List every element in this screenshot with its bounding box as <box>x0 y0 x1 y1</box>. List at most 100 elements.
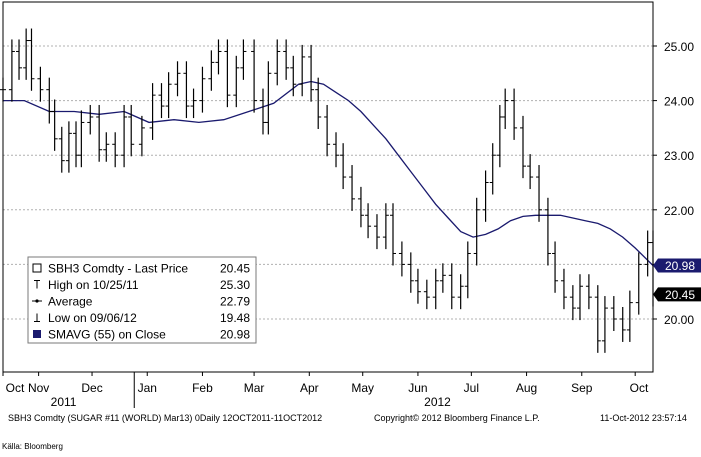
price-bar <box>439 263 446 293</box>
price-bar <box>448 263 455 310</box>
plot-frame <box>2 1 654 373</box>
price-bar <box>128 104 135 157</box>
price-bar <box>23 28 30 80</box>
legend-value: 20.45 <box>220 262 250 276</box>
price-bar <box>357 186 364 228</box>
y-tick-label: 22.00 <box>664 204 694 218</box>
price-bar <box>78 110 85 168</box>
x-year-label: 2012 <box>424 395 451 409</box>
legend-box <box>27 256 257 344</box>
legend: SBH3 Comdty - Last Price 20.45 High on 10/… <box>27 256 257 344</box>
price-bar <box>390 203 396 266</box>
price-bar <box>174 61 181 97</box>
price-bar <box>233 55 240 108</box>
price-bar <box>432 268 439 310</box>
y-tick-label: 20.00 <box>664 313 694 327</box>
price-bar <box>594 285 601 353</box>
price-bar <box>324 104 331 157</box>
x-tick-label: Nov <box>28 381 49 395</box>
price-bar <box>333 132 340 168</box>
price-bar <box>482 170 489 222</box>
x-tick-label: Jun <box>408 381 427 395</box>
price-bar <box>165 72 172 119</box>
x-tick-label: Sep <box>571 381 593 395</box>
price-bar <box>190 88 197 119</box>
price-bar <box>457 274 464 310</box>
price-bar <box>315 77 322 129</box>
price-bar <box>635 252 642 315</box>
price-bar <box>183 61 190 119</box>
price-bar <box>473 197 480 266</box>
price-bar <box>73 121 80 168</box>
legend-value: 22.79 <box>220 295 250 309</box>
price-bar <box>544 197 551 266</box>
footer-left-text: SBH3 Comdty (SUGAR #11 (WORLD) Mar13) 0D… <box>8 413 323 423</box>
price-bar <box>489 143 496 195</box>
price-bar <box>520 115 526 179</box>
price-bar <box>373 214 380 250</box>
price-bar <box>407 252 414 293</box>
legend-value: 20.98 <box>220 328 250 342</box>
price-tags: 20.98 20.45 <box>653 258 701 302</box>
price-bar <box>423 279 430 310</box>
price-bar <box>349 165 356 211</box>
legend-entry: High on 10/25/11 25.30 <box>34 278 250 292</box>
x-axis: Oct Nov Dec Jan Feb Mar Apr May Jun Jul Aug Sep Oct2… <box>2 372 649 409</box>
price-bar <box>626 290 633 342</box>
y-tick-label: 23.00 <box>664 149 694 163</box>
price-bar <box>0 77 6 102</box>
legend-smavg-icon <box>33 330 41 338</box>
price-bar <box>536 165 543 222</box>
price-tag-box <box>653 258 701 273</box>
price-bar <box>464 241 471 299</box>
price-bar <box>576 274 583 321</box>
price-bar <box>121 104 128 168</box>
price-bar <box>96 104 103 162</box>
price-bar <box>28 28 35 91</box>
x-tick-label: Mar <box>244 381 265 395</box>
legend-entry: Low on 09/06/12 19.48 <box>34 311 250 325</box>
price-bar <box>365 203 372 239</box>
price-bar <box>51 99 58 151</box>
price-bar <box>283 39 290 80</box>
price-bar <box>37 66 44 102</box>
price-bar <box>496 104 503 168</box>
legend-value: 19.48 <box>220 311 250 325</box>
x-year-label: 2011 <box>51 395 77 409</box>
price-bar <box>560 268 567 310</box>
moving-average-layer <box>3 80 654 266</box>
price-bar <box>527 154 534 190</box>
legend-entry: SMAVG (55) on Close 20.98 <box>33 328 250 342</box>
x-tick-label: Jan <box>138 381 157 395</box>
price-bar <box>299 44 306 97</box>
price-bar <box>308 44 315 102</box>
footer-timestamp: 11-Oct-2012 23:57:14 <box>600 413 687 423</box>
price-bar <box>398 241 405 277</box>
price-bar <box>16 39 23 80</box>
price-tag: 20.98 <box>653 258 701 273</box>
price-bar <box>240 39 247 80</box>
price-tag-box <box>653 287 701 302</box>
legend-label: Low on 09/06/12 <box>48 311 137 325</box>
legend-entry: SBH3 Comdty - Last Price 20.45 <box>32 262 250 276</box>
x-tick-label: Apr <box>300 381 319 395</box>
price-bar <box>199 66 206 113</box>
price-bar <box>585 274 592 310</box>
price-bar <box>610 296 617 332</box>
price-bar <box>569 285 576 321</box>
price-bar <box>251 39 258 113</box>
price-bars-layer <box>0 28 656 353</box>
legend-label: SBH3 Comdty - Last Price <box>48 262 188 276</box>
legend-label: High on 10/25/11 <box>48 278 139 292</box>
legend-value: 25.30 <box>220 278 250 292</box>
price-bar <box>87 104 94 135</box>
legend-label: SMAVG (55) on Close <box>48 328 166 342</box>
price-bar <box>103 132 110 162</box>
price-bar <box>112 132 119 168</box>
price-bar <box>138 115 145 157</box>
price-bar <box>340 143 347 190</box>
series-line-smavg <box>3 80 654 266</box>
price-bar <box>502 88 509 129</box>
